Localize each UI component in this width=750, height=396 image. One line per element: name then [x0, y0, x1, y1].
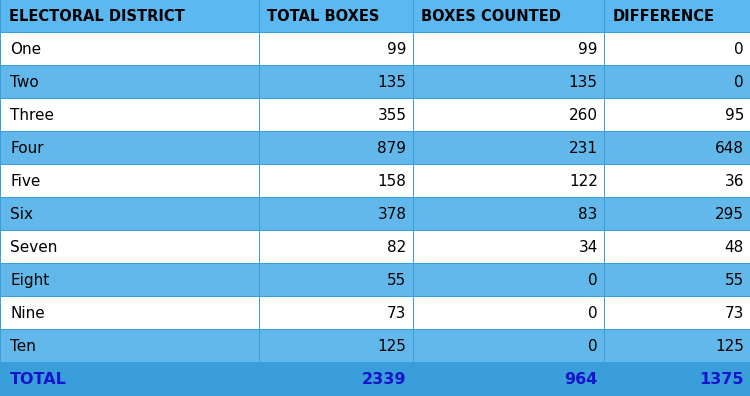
Text: 2339: 2339 [362, 372, 407, 387]
Bar [2, 132, 259, 164]
Text: Six: Six [10, 207, 33, 222]
Bar [260, 264, 413, 296]
Text: 125: 125 [715, 339, 744, 354]
Bar [2, 33, 259, 65]
Bar [260, 363, 413, 396]
Bar [604, 330, 750, 362]
Bar [260, 0, 413, 32]
Text: ELECTORAL DISTRICT: ELECTORAL DISTRICT [9, 9, 184, 24]
Text: 0: 0 [588, 306, 598, 321]
Bar [260, 165, 413, 198]
Bar [260, 132, 413, 164]
Text: 48: 48 [724, 240, 744, 255]
Bar [413, 33, 604, 65]
Text: 83: 83 [578, 207, 598, 222]
Text: 34: 34 [578, 240, 598, 255]
Text: Nine: Nine [10, 306, 45, 321]
Bar [2, 363, 259, 396]
Bar [604, 264, 750, 296]
Bar [413, 264, 604, 296]
Bar [2, 66, 259, 98]
Text: 82: 82 [387, 240, 406, 255]
Text: One: One [10, 42, 41, 57]
Text: 295: 295 [715, 207, 744, 222]
Bar [604, 165, 750, 198]
Bar [604, 198, 750, 230]
Bar [413, 165, 604, 198]
Bar [413, 99, 604, 131]
Text: 260: 260 [568, 108, 598, 123]
Bar [2, 99, 259, 131]
Text: Two: Two [10, 75, 39, 90]
Text: 648: 648 [715, 141, 744, 156]
Text: Ten: Ten [10, 339, 36, 354]
Bar [413, 66, 604, 98]
Bar [2, 0, 259, 32]
Bar [2, 330, 259, 362]
Text: 158: 158 [377, 174, 406, 189]
Bar [260, 330, 413, 362]
Bar [413, 363, 604, 396]
Bar [413, 0, 604, 32]
Text: 55: 55 [724, 273, 744, 288]
Bar [413, 297, 604, 329]
Text: Eight: Eight [10, 273, 50, 288]
Bar [2, 297, 259, 329]
Bar [260, 297, 413, 329]
Bar [260, 198, 413, 230]
Bar [413, 231, 604, 263]
Text: 55: 55 [387, 273, 406, 288]
Text: 0: 0 [734, 42, 744, 57]
Text: TOTAL BOXES: TOTAL BOXES [267, 9, 380, 24]
Text: 99: 99 [578, 42, 598, 57]
Text: BOXES COUNTED: BOXES COUNTED [421, 9, 561, 24]
Text: 122: 122 [568, 174, 598, 189]
Text: Four: Four [10, 141, 44, 156]
Bar [260, 99, 413, 131]
Text: 95: 95 [724, 108, 744, 123]
Bar [413, 198, 604, 230]
Text: 36: 36 [724, 174, 744, 189]
Bar [260, 33, 413, 65]
Text: 0: 0 [734, 75, 744, 90]
Bar [604, 231, 750, 263]
Bar [413, 132, 604, 164]
Bar [413, 330, 604, 362]
Text: 99: 99 [387, 42, 406, 57]
Bar [2, 165, 259, 198]
Text: TOTAL: TOTAL [10, 372, 67, 387]
Text: Three: Three [10, 108, 54, 123]
Bar [604, 132, 750, 164]
Text: Five: Five [10, 174, 40, 189]
Bar [2, 264, 259, 296]
Text: 0: 0 [588, 273, 598, 288]
Bar [2, 198, 259, 230]
Text: 0: 0 [588, 339, 598, 354]
Text: 378: 378 [377, 207, 406, 222]
Bar [604, 0, 750, 32]
Text: DIFFERENCE: DIFFERENCE [612, 9, 714, 24]
Text: 135: 135 [568, 75, 598, 90]
Text: 355: 355 [377, 108, 406, 123]
Bar [604, 363, 750, 396]
Bar [260, 66, 413, 98]
Text: 73: 73 [724, 306, 744, 321]
Text: 73: 73 [387, 306, 406, 321]
Bar [604, 66, 750, 98]
Text: 879: 879 [377, 141, 406, 156]
Bar [604, 297, 750, 329]
Text: Seven: Seven [10, 240, 58, 255]
Text: 964: 964 [564, 372, 598, 387]
Bar [2, 231, 259, 263]
Bar [604, 33, 750, 65]
Text: 125: 125 [377, 339, 406, 354]
Bar [604, 99, 750, 131]
Text: 231: 231 [568, 141, 598, 156]
Bar [260, 231, 413, 263]
Text: 135: 135 [377, 75, 406, 90]
Text: 1375: 1375 [700, 372, 744, 387]
